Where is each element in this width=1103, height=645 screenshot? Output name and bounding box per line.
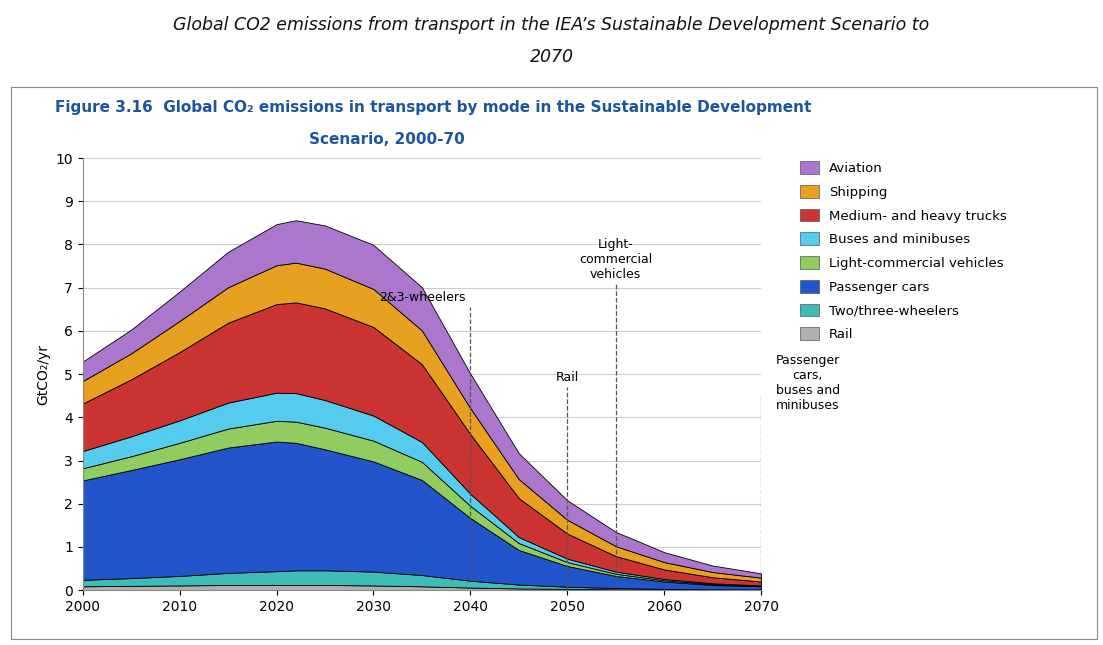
Text: Figure 3.16  Global CO₂ emissions in transport by mode in the Sustainable Develo: Figure 3.16 Global CO₂ emissions in tran… xyxy=(55,100,812,115)
Text: 2070: 2070 xyxy=(529,48,574,66)
Legend: Aviation, Shipping, Medium- and heavy trucks, Buses and minibuses, Light-commerc: Aviation, Shipping, Medium- and heavy tr… xyxy=(795,156,1013,346)
Text: Light-
commercial
vehicles: Light- commercial vehicles xyxy=(579,238,652,281)
Text: Global CO2 emissions from transport in the IEA’s Sustainable Development Scenari: Global CO2 emissions from transport in t… xyxy=(173,16,930,34)
Text: 2&3-wheelers: 2&3-wheelers xyxy=(379,291,465,304)
Y-axis label: GtCO₂/yr: GtCO₂/yr xyxy=(35,344,50,404)
Text: Rail: Rail xyxy=(556,371,579,384)
Text: Passenger
cars,
buses and
minibuses: Passenger cars, buses and minibuses xyxy=(775,353,839,412)
Text: Scenario, 2000-70: Scenario, 2000-70 xyxy=(309,132,464,147)
